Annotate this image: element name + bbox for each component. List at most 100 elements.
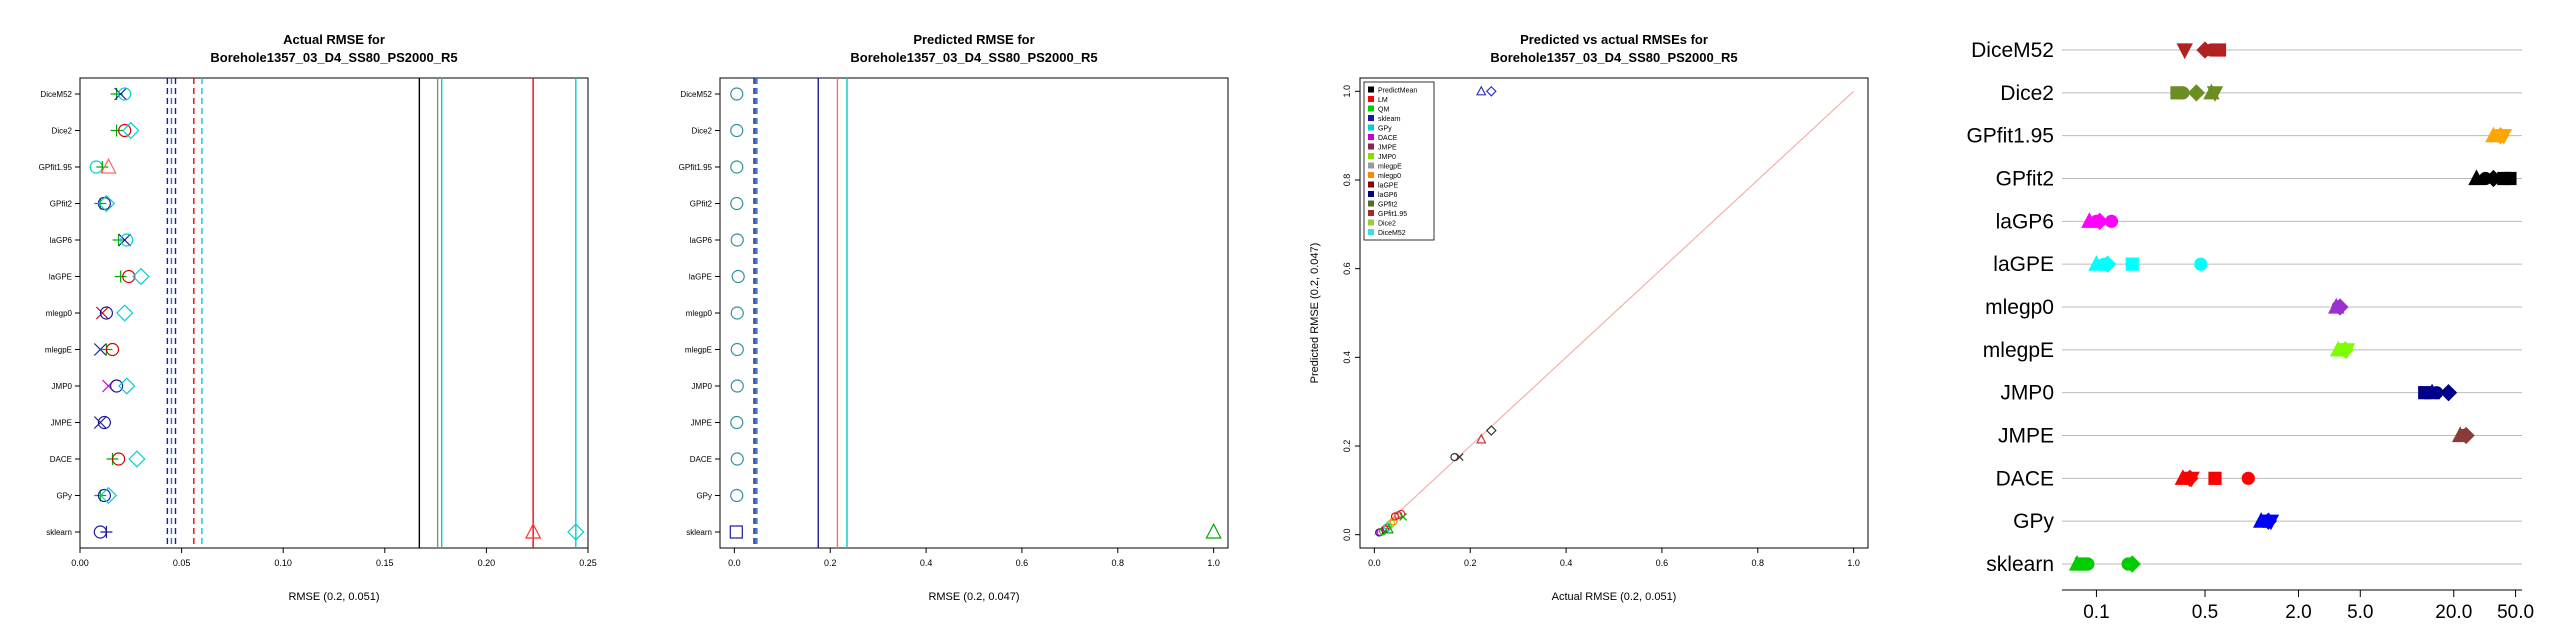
data-point: [112, 234, 125, 246]
data-point: [1389, 517, 1398, 526]
legend-label: DACE: [1378, 135, 1398, 142]
legend-label: GPy: [1378, 126, 1392, 133]
legend-swatch: [1368, 219, 1374, 226]
data-point: [122, 269, 136, 284]
y-tick-label: DiceM52: [680, 90, 712, 99]
data-point: [1399, 513, 1408, 521]
y-tick-label: JMP0: [52, 382, 73, 391]
data-point: [112, 452, 126, 466]
legend-swatch: [1368, 115, 1374, 121]
y-tick-label: JMP0: [2000, 382, 2054, 405]
data-point: [118, 233, 132, 247]
y-tick-label: DiceM52: [40, 90, 72, 99]
data-point: [2206, 86, 2224, 102]
data-point: [730, 379, 744, 393]
y-tick-label: GPfit2: [50, 200, 73, 209]
legend-label: GPfit1.95: [1378, 211, 1407, 218]
data-point: [95, 306, 109, 320]
data-point: [2338, 343, 2356, 359]
chart-title-line2: Borehole1357_03_D4_SS80_PS2000_R5: [1490, 50, 1737, 65]
data-point: [2098, 255, 2117, 273]
data-point: [116, 304, 134, 322]
legend-swatch: [1368, 181, 1374, 188]
data-point: [2183, 471, 2200, 488]
legend-label: LM: [1378, 97, 1388, 104]
y-tick-label: laGP6: [690, 236, 713, 245]
legend-swatch: [1368, 210, 1374, 216]
data-point: [105, 342, 120, 357]
data-point: [99, 306, 114, 320]
data-point: [2091, 212, 2109, 230]
legend-swatch: [1368, 105, 1374, 112]
data-point: [100, 157, 117, 174]
y-tick-label: JMPE: [1998, 425, 2054, 448]
x-tick-label: 0.00: [71, 558, 89, 568]
panel-actual-rmse: Actual RMSE for Borehole1357_03_D4_SS80_…: [39, 32, 597, 603]
x-tick-label: 0.0: [1368, 558, 1381, 568]
data-point: [730, 415, 744, 430]
data-point: [730, 452, 744, 466]
y-tick-label: mlegp0: [1985, 296, 2054, 319]
data-point: [132, 267, 150, 286]
data-point: [118, 87, 132, 101]
x-tick-label: 0.20: [478, 558, 496, 568]
legend-label: mlegp0: [1378, 173, 1401, 180]
y-tick-label: sklearn: [1986, 553, 2054, 576]
x-tick-label: 5.0: [2347, 602, 2373, 623]
plot-frame: [1359, 77, 1869, 549]
y-tick-label: sklearn: [686, 528, 712, 537]
data-point: [2212, 43, 2227, 57]
legend-swatch: [1368, 124, 1374, 131]
x-tick-label: 0.6: [1016, 558, 1029, 568]
data-point: [2176, 86, 2190, 100]
y-tick-label: GPfit2: [1996, 168, 2054, 191]
y-tick-label: GPy: [56, 492, 72, 501]
data-point: [1205, 522, 1222, 539]
data-point: [120, 233, 134, 247]
data-point: [524, 522, 542, 539]
legend-swatch: [1368, 96, 1374, 102]
data-point: [730, 87, 744, 101]
data-point: [1476, 433, 1487, 444]
y-tick-label: mlegpE: [685, 346, 712, 355]
y-tick-label: 0.8: [1342, 174, 1352, 187]
data-point: [2331, 298, 2349, 316]
legend-label: laGPE: [1378, 183, 1399, 190]
y-tick-label: laGP6: [1996, 210, 2054, 233]
data-point: [93, 343, 107, 356]
y-tick-label: GPy: [696, 492, 712, 501]
chart-title-line2: Borehole1357_03_D4_SS80_PS2000_R5: [210, 50, 457, 65]
x-tick-label: 20.0: [2435, 602, 2472, 623]
legend-label: QM: [1378, 107, 1389, 114]
data-point: [97, 194, 116, 213]
legend-swatch: [1368, 172, 1374, 178]
x-tick-label: 0.6: [1656, 558, 1669, 568]
y-tick-label: DACE: [50, 455, 72, 464]
legend-swatch: [1368, 229, 1374, 235]
data-point: [1387, 519, 1396, 528]
data-point: [2503, 171, 2517, 186]
y-tick-label: mlegpE: [1983, 339, 2054, 362]
x-tick-label: 0.1: [2083, 602, 2109, 623]
y-tick-label: DACE: [690, 455, 712, 464]
chart-title-line1: Predicted RMSE for: [913, 32, 1034, 47]
y-tick-label: DACE: [1996, 467, 2054, 490]
y-tick-label: 0.4: [1342, 351, 1352, 364]
y-tick-label: Dice2: [52, 127, 73, 136]
legend-label: Dice2: [1378, 221, 1396, 228]
legend-label: mlegpE: [1378, 164, 1402, 171]
legend-swatch: [1368, 134, 1374, 140]
x-tick-label: 0.05: [173, 558, 191, 568]
plot-frame: [79, 77, 589, 549]
data-point: [128, 450, 146, 468]
data-point: [1383, 523, 1394, 534]
data-point: [118, 123, 132, 138]
data-point: [2123, 555, 2141, 573]
chart-title-line1: Actual RMSE for: [283, 32, 385, 47]
x-axis-label: RMSE (0.2, 0.051): [288, 591, 379, 603]
y-tick-label: mlegpE: [45, 346, 72, 355]
legend-swatch: [1368, 162, 1374, 169]
data-point: [2187, 84, 2206, 102]
data-point: [730, 306, 744, 320]
